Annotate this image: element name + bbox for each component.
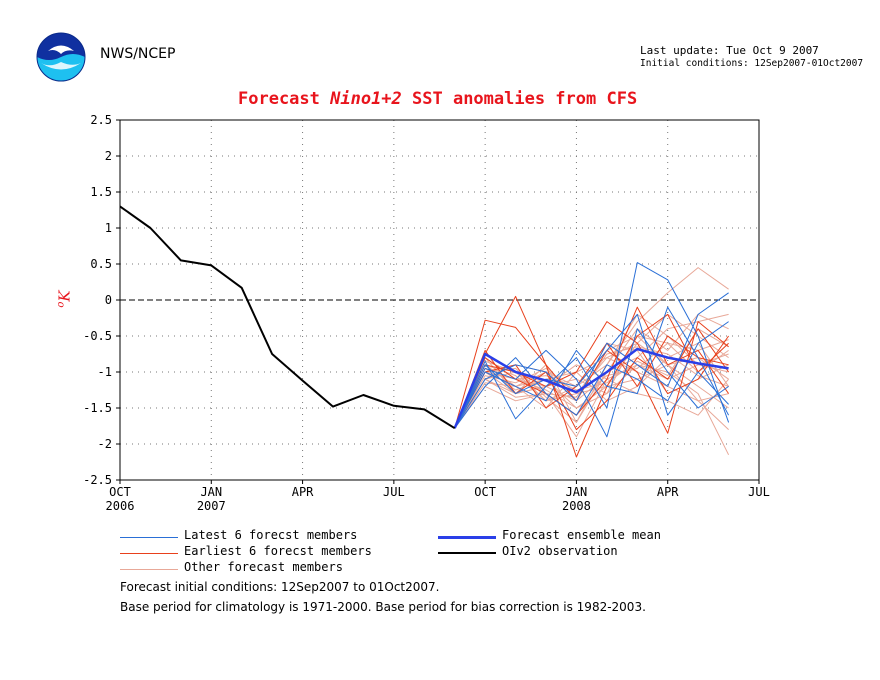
legend-other-label: Other forecast members (184, 560, 343, 574)
x-tick-year: 2008 (562, 499, 591, 513)
y-tick-label: 1 (105, 221, 112, 235)
initial-conditions-text: Initial conditions: 12Sep2007-01Oct2007 (640, 58, 864, 69)
x-tick-label: JUL (748, 485, 770, 499)
plot-frame (119, 119, 760, 481)
y-tick-label: 0 (105, 293, 112, 307)
note-base-period: Base period for climatology is 1971-2000… (120, 600, 646, 614)
y-tick-label: -2 (98, 437, 112, 451)
frame-layer (119, 119, 760, 481)
x-tick-label: JAN (200, 485, 222, 499)
earliest-member-line (454, 321, 730, 429)
legend-mean-label: Forecast ensemble mean (502, 528, 661, 542)
x-tick-label: APR (292, 485, 314, 499)
y-tick-label: 2 (105, 149, 112, 163)
title-prefix: Forecast (238, 89, 331, 109)
title-region: Nino1+2 (330, 89, 402, 109)
latest-members-layer (454, 262, 730, 438)
y-tick-label: 1.5 (90, 185, 112, 199)
title-suffix: SST anomalies from CFS (401, 89, 638, 109)
x-tick-year: 2007 (197, 499, 226, 513)
legend-earliest-label: Earliest 6 forecst members (184, 544, 372, 558)
ensemble-mean-layer (453, 347, 729, 429)
earliest-member-line (454, 319, 729, 434)
axes-layer (116, 119, 760, 484)
latest-member-line (454, 321, 729, 429)
x-tick-label: JAN (566, 485, 588, 499)
update-info: Last update: Tue Oct 9 2007 Initial cond… (640, 44, 863, 70)
legend-other-swatch (120, 569, 178, 570)
x-tick-year: 2006 (106, 499, 135, 513)
y-tick-label: -1.5 (83, 401, 112, 415)
noaa-logo (36, 32, 86, 82)
legend-mean-swatch (438, 536, 496, 539)
y-tick-label: -1 (98, 365, 112, 379)
observation-layer (119, 205, 456, 430)
ensemble-mean-line (453, 347, 729, 429)
earliest-member-line (454, 295, 729, 458)
latest-member-line (454, 328, 729, 438)
x-tick-label: APR (657, 485, 679, 499)
y-tick-label: 2.5 (90, 113, 112, 127)
legend-earliest-swatch (120, 553, 178, 554)
latest-member-line (454, 313, 729, 429)
last-update-text: Last update: Tue Oct 9 2007 (640, 44, 819, 57)
y-tick-label: -0.5 (83, 329, 112, 343)
legend-obs-swatch (438, 552, 496, 554)
legend-latest-swatch (120, 537, 178, 538)
legend-latest-label: Latest 6 forecst members (184, 528, 358, 542)
y-tick-label: -2.5 (83, 473, 112, 487)
note-initial-conditions: Forecast initial conditions: 12Sep2007 t… (120, 580, 440, 594)
org-name: NWS/NCEP (100, 46, 176, 62)
tick-labels-layer: 2.521.510.50-0.5-1-1.5-2-2.5OCT2006JAN20… (83, 113, 770, 513)
x-tick-label: OCT (474, 485, 496, 499)
y-tick-label: 0.5 (90, 257, 112, 271)
chart-title: Forecast Nino1+2 SST anomalies from CFS (238, 89, 637, 109)
x-tick-label: OCT (109, 485, 131, 499)
observation-line (119, 205, 456, 430)
legend-obs-label: OIv2 observation (502, 544, 618, 558)
x-tick-label: JUL (383, 485, 405, 499)
